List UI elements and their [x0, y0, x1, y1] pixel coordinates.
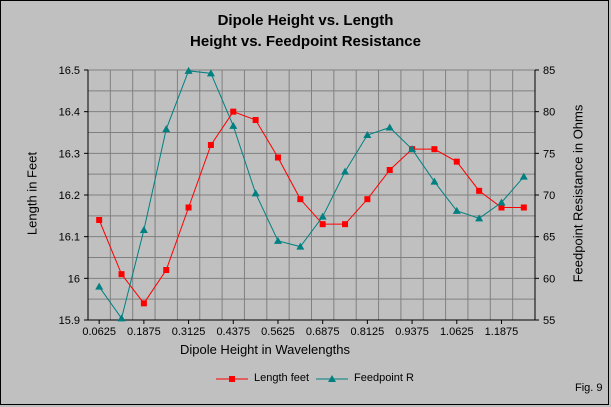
data-point-feedpoint	[519, 172, 528, 180]
data-point-feedpoint	[497, 198, 506, 206]
chart-title: Dipole Height vs. Length	[217, 12, 394, 29]
data-point-feedpoint	[452, 206, 461, 214]
x-tick-label: 0.3125	[172, 326, 206, 338]
x-tick-label: 0.8125	[351, 326, 385, 338]
data-point-length	[431, 146, 438, 153]
data-point-feedpoint	[251, 189, 260, 197]
y2-tick-label: 80	[543, 107, 555, 119]
x-tick-label: 1.0625	[440, 326, 474, 338]
y2-axis-label: Feedpoint Resistance in Ohms	[570, 104, 586, 283]
y2-tick-label: 85	[543, 65, 555, 77]
x-tick-label: 0.0625	[82, 326, 116, 338]
data-point-feedpoint	[341, 167, 350, 175]
y-axis-label: Length in Feet	[24, 151, 40, 236]
data-point-feedpoint	[363, 131, 372, 138]
data-point-feedpoint	[408, 145, 417, 153]
data-point-length	[118, 271, 125, 278]
y-tick-label: 16.3	[59, 148, 80, 160]
data-point-length	[185, 204, 192, 211]
y-tick-label: 16	[68, 273, 80, 285]
data-point-length	[319, 221, 326, 228]
data-point-feedpoint	[475, 214, 484, 222]
data-point-feedpoint	[162, 125, 171, 133]
x-tick-label: 0.4375	[216, 326, 250, 338]
x-tick-label: 0.5625	[261, 326, 295, 338]
series-line-length	[98, 111, 524, 305]
data-point-length	[364, 196, 371, 203]
data-point-feedpoint	[296, 242, 305, 250]
y-tick-label: 16.4	[59, 107, 80, 119]
data-point-length	[207, 142, 214, 148]
figure-number: Fig. 9	[575, 382, 603, 394]
data-point-length	[498, 204, 505, 211]
data-point-length	[520, 204, 527, 211]
x-axis-label: Dipole Height in Wavelengths	[179, 342, 351, 357]
data-point-feedpoint	[318, 212, 327, 220]
y-tick-label: 15.9	[59, 315, 80, 327]
data-point-feedpoint	[206, 69, 215, 77]
y2-tick-label: 75	[543, 148, 555, 160]
y2-tick-label: 60	[543, 273, 555, 285]
legend-label-length: Length feet	[254, 372, 310, 384]
y2-tick-label: 55	[543, 315, 555, 327]
data-point-feedpoint	[229, 121, 238, 129]
series-line-feedpoint	[98, 70, 525, 320]
data-point-length	[96, 217, 103, 223]
y-tick-label: 16.1	[59, 232, 80, 244]
data-point-length	[297, 196, 304, 203]
data-point-length	[476, 187, 483, 194]
data-point-feedpoint	[273, 236, 282, 244]
data-point-length	[140, 300, 147, 307]
legend: Length feet Feedpoint R	[0, 372, 611, 388]
data-point-length	[342, 221, 349, 228]
y-tick-label: 16.2	[59, 190, 80, 202]
data-point-length	[230, 108, 237, 115]
x-tick-label: 1.1875	[485, 326, 519, 338]
data-point-feedpoint	[430, 177, 439, 185]
data-point-length	[453, 158, 460, 165]
chart-subtitle: Height vs. Feedpoint Resistance	[190, 33, 421, 50]
legend-swatch-length	[216, 376, 248, 382]
y2-tick-label: 65	[543, 232, 555, 244]
y-tick-label: 16.5	[59, 65, 80, 77]
x-tick-label: 0.1875	[127, 326, 161, 338]
x-tick-label: 0.9375	[395, 326, 429, 338]
y2-tick-label: 70	[543, 190, 555, 202]
data-point-feedpoint	[139, 226, 148, 233]
legend-swatch-feedpoint	[316, 375, 348, 382]
data-point-feedpoint	[117, 314, 126, 322]
data-point-feedpoint	[385, 123, 394, 131]
data-point-feedpoint	[184, 66, 193, 74]
data-point-length	[252, 117, 259, 123]
x-tick-label: 0.6875	[306, 326, 340, 338]
data-point-length	[163, 267, 170, 273]
data-point-length	[386, 167, 393, 173]
data-point-feedpoint	[95, 282, 104, 290]
legend-label-feedpoint: Feedpoint R	[354, 372, 414, 384]
data-point-length	[274, 154, 281, 161]
